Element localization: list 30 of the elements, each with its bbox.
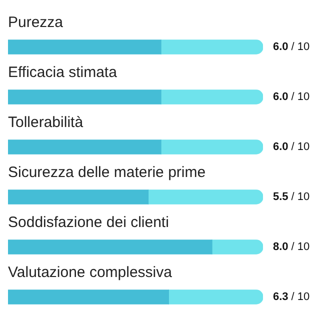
data-label: 8.0 bbox=[273, 241, 288, 254]
y-tick-label: Tollerabilità bbox=[8, 114, 84, 132]
bar bbox=[160, 90, 263, 104]
text: / 10 bbox=[291, 41, 310, 54]
text: / 10 bbox=[291, 91, 310, 104]
y-tick-label: Soddisfazione dei clienti bbox=[8, 214, 169, 232]
y-tick-label: Purezza bbox=[8, 14, 64, 32]
bar bbox=[8, 40, 162, 54]
text: / 10 bbox=[291, 291, 310, 304]
bar bbox=[8, 290, 169, 304]
bar bbox=[160, 40, 263, 54]
bar bbox=[8, 140, 162, 154]
data-label: 6.0 bbox=[273, 41, 288, 54]
data-label: 5.5 bbox=[273, 191, 288, 204]
y-tick-label: Sicurezza delle materie prime bbox=[8, 164, 206, 182]
bar bbox=[8, 240, 212, 254]
bar bbox=[8, 190, 149, 204]
bar bbox=[148, 190, 263, 204]
y-tick-label: Valutazione complessiva bbox=[8, 264, 173, 282]
data-label: 6.3 bbox=[273, 291, 288, 304]
y-tick-label: Efficacia stimata bbox=[8, 64, 118, 82]
bar bbox=[160, 140, 263, 154]
bar bbox=[212, 240, 263, 254]
text: / 10 bbox=[291, 241, 310, 254]
bar bbox=[168, 290, 263, 304]
bar bbox=[8, 90, 162, 104]
data-label: 6.0 bbox=[273, 91, 288, 104]
data-label: 6.0 bbox=[273, 141, 288, 154]
text: / 10 bbox=[291, 191, 310, 204]
text: / 10 bbox=[291, 141, 310, 154]
